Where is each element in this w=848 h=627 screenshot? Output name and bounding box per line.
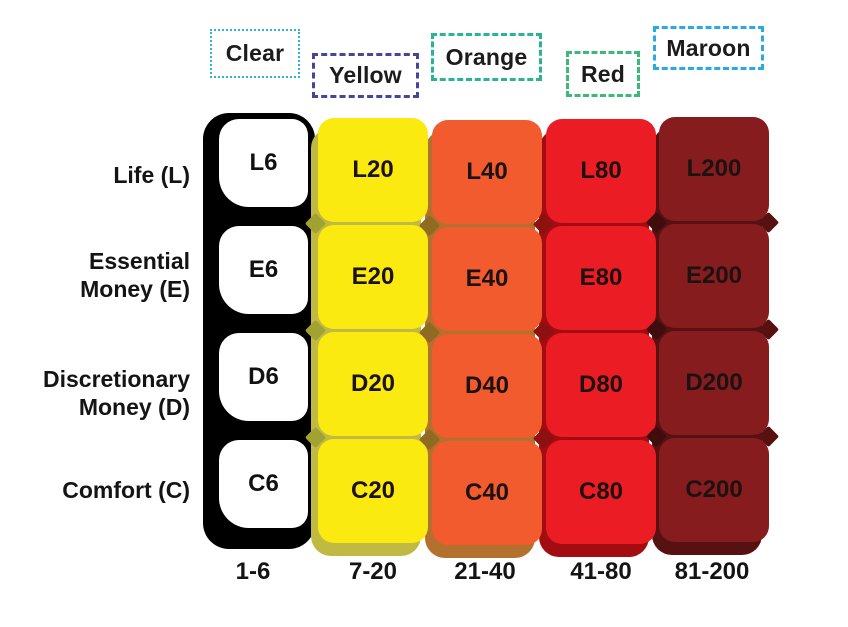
header-box-maroon: Maroon [653,26,764,70]
range-label-clear: 1-6 [235,558,271,585]
cell-E6: E6 [203,220,315,324]
cell-L40: L40 [432,120,542,224]
header-label-orange: Orange [445,43,528,70]
matrix-grid: L6 E6 D6 C6 L20 E20 D20 C20 L40 E40 D40 C40 L80 E80 D8… [203,113,780,558]
range-label-orange: 21-40 [454,558,516,585]
cell-D6: D6 [203,327,315,431]
header-box-red: Red [566,51,640,97]
cell-C6: C6 [203,434,315,538]
cell-face: C6 [219,440,308,528]
cell-face: D6 [219,333,308,421]
cell-C40: C40 [432,441,542,545]
cell-D200: D200 [659,331,769,435]
range-label-red: 41-80 [570,558,632,585]
cell-E80: E80 [546,226,656,330]
cell-D20: D20 [318,332,428,436]
cell-E20: E20 [318,225,428,329]
row-label-life: Life (L) [113,162,190,188]
cell-L20: L20 [318,118,428,222]
cell-L6: L6 [203,113,315,217]
cell-D40: D40 [432,334,542,438]
cell-face: L6 [219,119,308,207]
cell-L80: L80 [546,119,656,223]
header-label-clear: Clear [225,40,285,66]
row-label-discretionary-money: Discretionary Money (D) [42,366,190,420]
cell-E40: E40 [432,227,542,331]
range-label-maroon: 81-200 [674,558,750,585]
row-label-essential-money: Essential Money (E) [80,248,190,302]
range-label-yellow: 7-20 [348,558,398,585]
column-clear: L6 E6 D6 C6 [203,113,315,549]
cell-C80: C80 [546,440,656,544]
header-label-yellow: Yellow [329,62,402,88]
header-box-clear: Clear [210,29,300,78]
row-label-comfort: Comfort (C) [62,477,190,503]
header-box-orange: Orange [431,33,542,81]
cell-L200: L200 [659,117,769,221]
column-red: L80 E80 D80 C80 [532,119,656,557]
header-box-yellow: Yellow [312,53,419,98]
cell-E200: E200 [659,224,769,328]
column-yellow: L20 E20 D20 C20 [304,118,428,556]
cell-face: E6 [219,226,308,314]
cell-D80: D80 [546,333,656,437]
cell-C20: C20 [318,439,428,543]
column-orange: L40 E40 D40 C40 [418,120,542,558]
cell-C200: C200 [659,438,769,542]
column-maroon: L200 E200 D200 C200 [645,117,780,555]
header-label-maroon: Maroon [666,34,751,61]
header-label-red: Red [580,60,626,87]
